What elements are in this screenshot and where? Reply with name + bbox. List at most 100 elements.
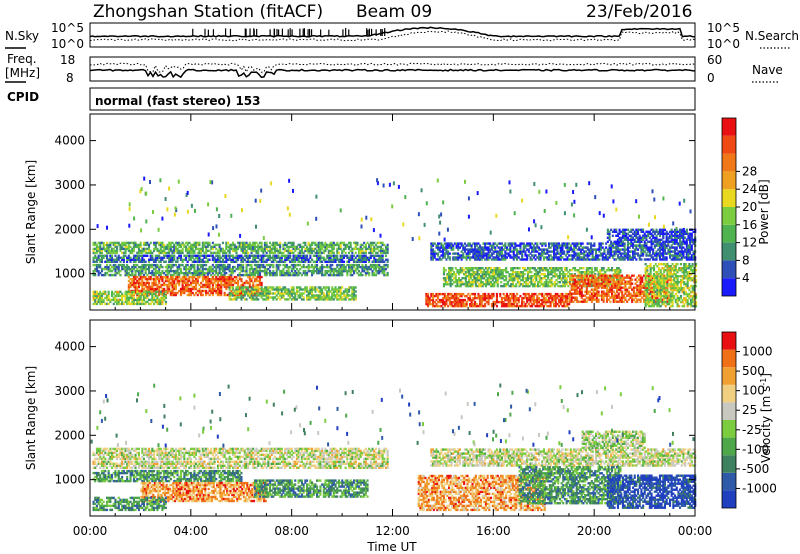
echo-cell: [211, 245, 214, 249]
echo-cell: [356, 265, 359, 269]
echo-cell: [348, 245, 351, 249]
echo-cell: [381, 258, 384, 261]
echo-cell: [374, 254, 377, 257]
echo-cell: [200, 265, 203, 269]
echo-cell: [252, 249, 255, 253]
echo-cell: [448, 275, 451, 278]
echo-cell: [563, 269, 566, 272]
echo-cell: [467, 256, 470, 259]
echo-cell: [139, 281, 142, 285]
echo-cell: [104, 249, 107, 253]
echo-cell: [290, 260, 293, 263]
echo-cell: [295, 298, 298, 301]
echo-cell: [252, 298, 255, 301]
echo-cell: [596, 254, 599, 257]
echo-cell: [466, 283, 469, 286]
echo-cell: [334, 273, 337, 277]
echo-cell: [289, 273, 292, 277]
echo-cell: [558, 267, 561, 270]
echo-cell: [129, 260, 132, 263]
echo-cell: [242, 283, 245, 287]
echo-cell: [257, 273, 260, 277]
echo-cell: [538, 277, 541, 280]
echo-cell: [539, 248, 542, 251]
echo-cell: [582, 267, 585, 270]
echo-cell: [376, 245, 379, 249]
echo-cell: [284, 263, 287, 267]
echo-cell: [242, 256, 245, 259]
echo-cell: [498, 277, 501, 280]
echo-cell: [449, 277, 452, 280]
echo-cell: [574, 254, 577, 257]
echo-cell: [279, 247, 282, 251]
echo-cell: [437, 244, 440, 247]
echo-cell: [477, 254, 480, 257]
echo-cell: [148, 258, 151, 261]
echo-cell: [425, 298, 428, 302]
echo-cell: [336, 254, 339, 257]
echo-cell: [183, 287, 186, 291]
echo-cell: [638, 246, 641, 249]
echo-cell: [179, 249, 182, 253]
echo-cell: [464, 271, 467, 274]
echo-cell: [188, 287, 191, 291]
echo-cell: [99, 302, 102, 306]
echo-cell: [193, 279, 196, 283]
echo-cell: [213, 243, 216, 247]
echo-cell: [344, 245, 347, 249]
echo-cell: [148, 267, 151, 271]
echo-cell: [536, 250, 539, 253]
echo-cell: [443, 242, 446, 245]
echo-cell: [94, 294, 97, 298]
echo-cell: [331, 273, 334, 277]
echo-cell: [156, 287, 159, 291]
echo-cell: [179, 245, 182, 249]
echo-cell: [137, 283, 140, 287]
echo-cell: [669, 250, 672, 253]
echo-cell: [613, 246, 616, 249]
echo-cell: [240, 258, 243, 261]
echo-cell: [142, 247, 145, 251]
echo-cell: [652, 248, 655, 251]
echo-cell: [445, 244, 448, 247]
echo-cell: [339, 256, 342, 259]
echo-cell: [620, 242, 623, 245]
echo-cell: [317, 251, 320, 255]
echo-cell: [233, 281, 236, 285]
echo-cell: [349, 243, 352, 247]
echo-cell: [201, 258, 204, 261]
echo-cell: [600, 248, 603, 251]
echo-cell: [326, 290, 329, 293]
echo-cell: [327, 258, 330, 261]
echo-cell: [638, 244, 641, 247]
echo-cell: [597, 275, 600, 278]
echo-cell: [193, 243, 196, 247]
echo-cell: [577, 279, 580, 282]
echo-cell: [593, 244, 596, 247]
echo-cell: [473, 273, 476, 276]
echo-cell: [600, 242, 603, 245]
echo-cell: [169, 275, 172, 279]
echo-cell: [262, 269, 265, 273]
echo-cell: [174, 285, 177, 289]
echo-cell: [127, 279, 130, 283]
echo-cell: [438, 304, 441, 308]
echo-cell: [297, 258, 300, 261]
echo-cell: [191, 291, 194, 295]
echo-cell: [596, 258, 599, 261]
echo-cell: [304, 269, 307, 273]
echo-cell: [295, 286, 298, 289]
echo-cell: [243, 258, 246, 261]
echo-cell: [682, 242, 685, 245]
echo-cell: [242, 273, 245, 277]
echo-cell: [383, 249, 386, 253]
echo-cell: [277, 254, 280, 257]
echo-cell: [522, 244, 525, 247]
echo-cell: [526, 244, 529, 247]
echo-cell: [185, 245, 188, 249]
echo-cell: [218, 265, 221, 269]
echo-cell: [188, 256, 191, 259]
echo-cell: [117, 300, 120, 304]
echo-cell: [537, 275, 540, 278]
echo-cell: [203, 277, 206, 281]
